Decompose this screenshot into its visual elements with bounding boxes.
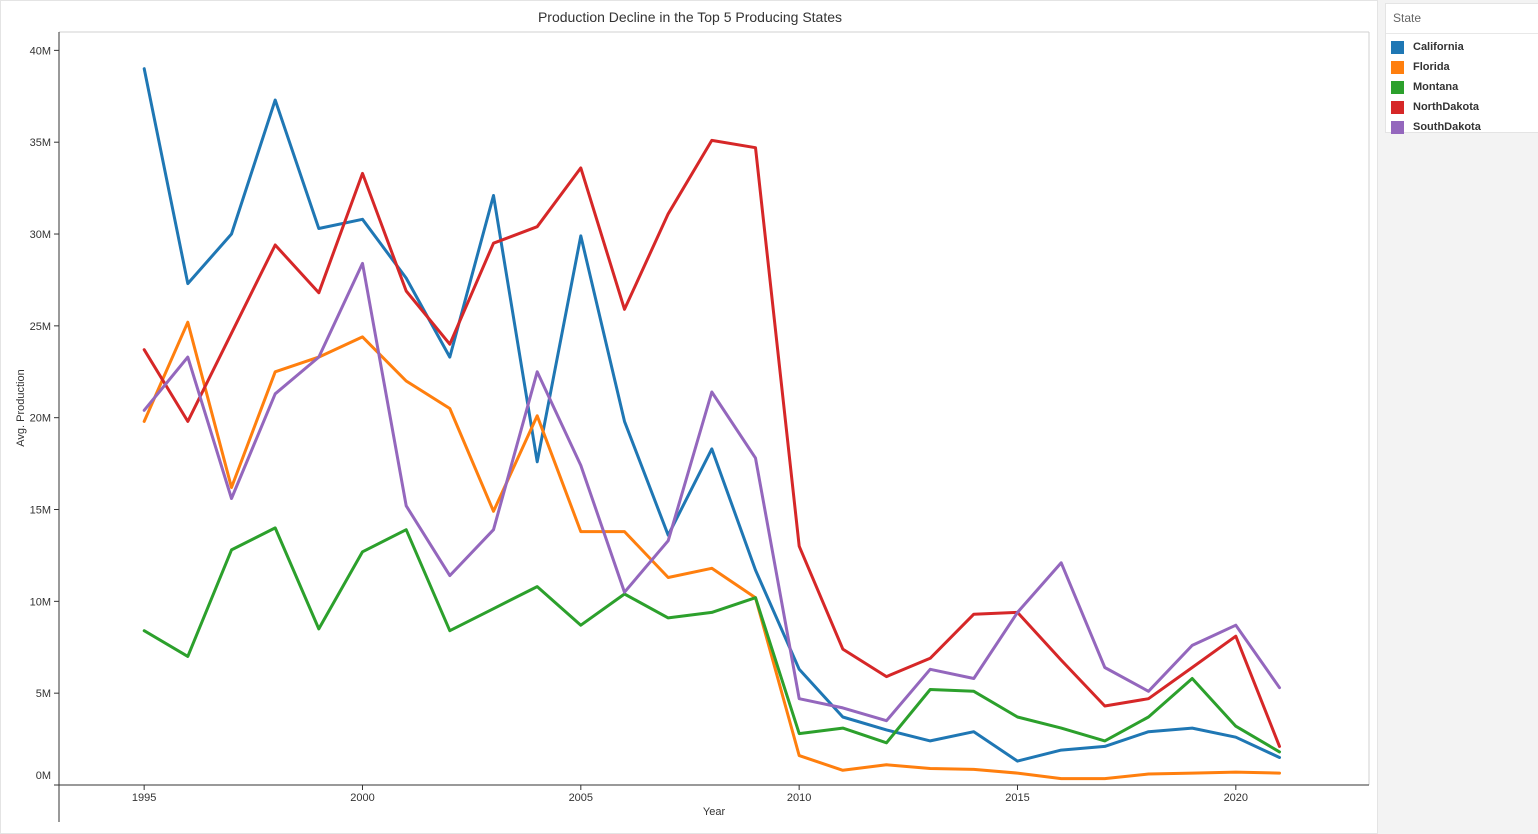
legend-title: State xyxy=(1393,11,1422,25)
x-tick-label: 2005 xyxy=(569,792,593,804)
series-lines xyxy=(142,67,1281,781)
legend-label: California xyxy=(1413,41,1464,53)
x-axis-label: Year xyxy=(703,806,726,818)
legend-swatch xyxy=(1391,40,1404,54)
series-line-montana[interactable] xyxy=(142,526,1281,754)
series-line-southdakota[interactable] xyxy=(142,261,1281,723)
right-panel xyxy=(1378,0,1538,834)
chart-area: Production Decline in the Top 5 Producin… xyxy=(0,0,1378,834)
legend-items: California Florida Montana NorthDakota South… xyxy=(1386,37,1538,137)
legend-label: Florida xyxy=(1413,61,1450,73)
chart-title: Production Decline in the Top 5 Producin… xyxy=(538,9,842,25)
legend-item-southdakota[interactable]: SouthDakota xyxy=(1386,117,1538,137)
x-tick-label: 2015 xyxy=(1005,792,1029,804)
y-tick-label: 15M xyxy=(30,505,51,517)
legend-item-california[interactable]: California xyxy=(1386,37,1538,57)
chart-frame xyxy=(0,0,1378,834)
legend-swatch xyxy=(1391,100,1404,114)
y-axis-ticks: 0M 5M 10M 15M 20M 25M 30M 35M 40M xyxy=(30,45,59,786)
legend-item-montana[interactable]: Montana xyxy=(1386,77,1538,97)
legend-item-florida[interactable]: Florida xyxy=(1386,57,1538,77)
legend: State California Florida Montana NorthDakot… xyxy=(1385,3,1538,134)
y-tick-label: 20M xyxy=(30,413,51,425)
series-line-california[interactable] xyxy=(142,67,1281,763)
line-chart: Production Decline in the Top 5 Producin… xyxy=(0,0,1378,834)
legend-label: SouthDakota xyxy=(1413,121,1481,133)
legend-label: NorthDakota xyxy=(1413,101,1480,113)
x-tick-label: 2020 xyxy=(1224,792,1248,804)
x-tick-label: 1995 xyxy=(132,792,156,804)
legend-divider xyxy=(1386,33,1538,34)
y-tick-label: 30M xyxy=(30,229,51,241)
legend-swatch xyxy=(1391,120,1404,134)
series-line-northdakota[interactable] xyxy=(142,138,1281,748)
series-line-florida[interactable] xyxy=(142,320,1281,781)
y-tick-label: 5M xyxy=(36,688,51,700)
y-tick-label: 35M xyxy=(30,137,51,149)
x-tick-label: 2000 xyxy=(350,792,374,804)
y-tick-label: 10M xyxy=(30,596,51,608)
legend-label: Montana xyxy=(1413,81,1459,93)
x-axis-ticks: 1995 2000 2005 2010 2015 2020 xyxy=(132,785,1248,804)
y-tick-label: 0M xyxy=(36,770,51,782)
y-tick-label: 40M xyxy=(30,45,51,57)
legend-swatch xyxy=(1391,80,1404,94)
y-tick-label: 25M xyxy=(30,321,51,333)
legend-item-northdakota[interactable]: NorthDakota xyxy=(1386,97,1538,117)
x-tick-label: 2010 xyxy=(787,792,811,804)
legend-swatch xyxy=(1391,60,1404,74)
y-axis-label: Avg. Production xyxy=(15,369,27,446)
